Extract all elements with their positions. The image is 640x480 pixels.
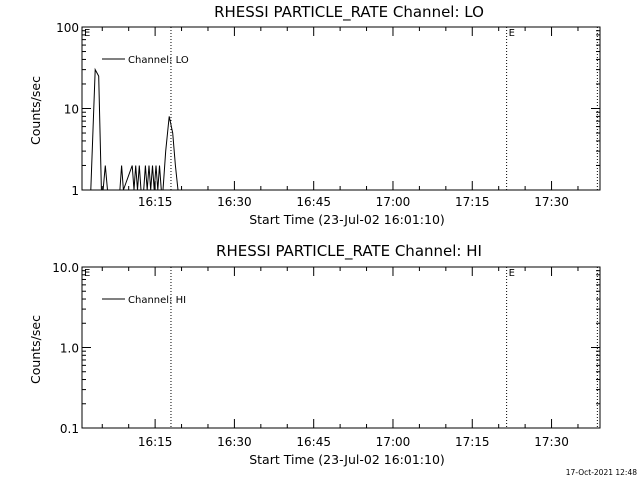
corner-label: E (84, 28, 90, 39)
timestamp: 17-Oct-2021 12:48 (566, 468, 637, 477)
x-tick-label: 16:45 (296, 195, 331, 209)
y-tick-label: 100 (56, 21, 79, 35)
x-tick-label: 16:45 (296, 435, 331, 449)
x-tick-label: 16:30 (217, 195, 252, 209)
chart-title: RHESSI PARTICLE_RATE Channel: HI (216, 242, 482, 261)
x-tick-label: 16:15 (138, 195, 173, 209)
x-tick-label: 17:30 (534, 435, 569, 449)
series-line (90, 67, 184, 191)
x-tick-label: 16:30 (217, 435, 252, 449)
x-tick-label: 17:15 (455, 195, 490, 209)
y-tick-label: 0.1 (60, 422, 79, 436)
legend-entry: Channel: LO (128, 55, 189, 66)
x-tick-label: 17:00 (376, 195, 411, 209)
y-tick-label: 10.0 (52, 261, 79, 275)
event-line-label: E (509, 28, 515, 39)
chart-title: RHESSI PARTICLE_RATE Channel: LO (214, 3, 484, 22)
plot-frame (81, 266, 601, 429)
x-axis-label: Start Time (23-Jul-02 16:01:10) (249, 452, 445, 467)
corner-label: E (84, 268, 90, 279)
x-tick-label: 17:30 (534, 195, 569, 209)
legend-entry: Channel: HI (128, 295, 186, 306)
x-tick-label: 16:15 (138, 435, 173, 449)
y-tick-label: 1.0 (60, 342, 79, 356)
x-tick-label: 17:00 (376, 435, 411, 449)
y-axis-label: Counts/sec (28, 315, 43, 384)
y-tick-label: 1 (71, 184, 79, 198)
y-tick-label: 10 (64, 103, 79, 117)
x-axis-label: Start Time (23-Jul-02 16:01:10) (249, 212, 445, 227)
x-tick-label: 17:15 (455, 435, 490, 449)
event-line-label: E (509, 268, 515, 279)
y-axis-label: Counts/sec (28, 76, 43, 145)
